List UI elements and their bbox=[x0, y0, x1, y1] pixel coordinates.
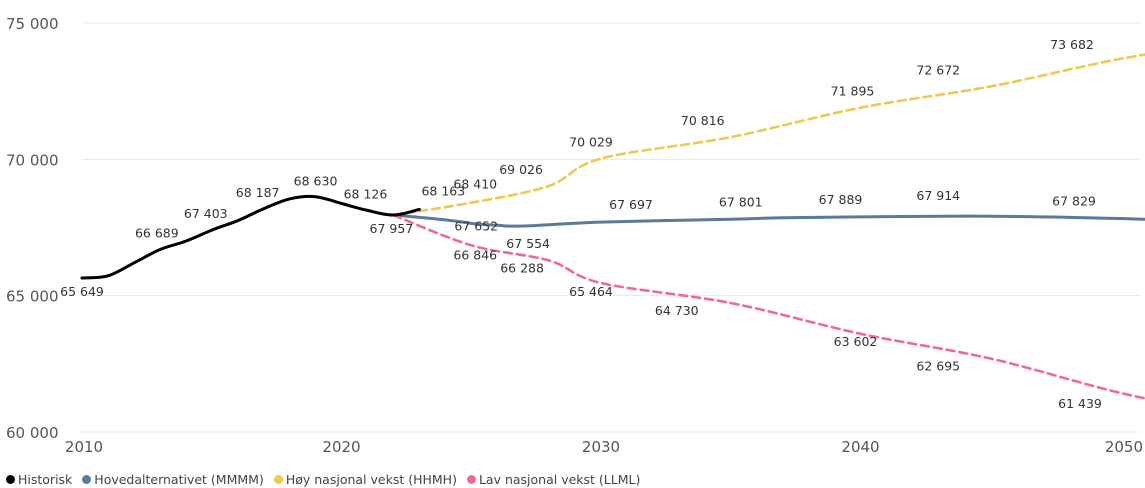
data-label: 62 695 bbox=[916, 359, 960, 374]
data-label: 67 697 bbox=[609, 197, 653, 212]
data-label: 69 026 bbox=[499, 162, 543, 177]
data-label: 67 652 bbox=[454, 218, 498, 233]
data-label: 67 829 bbox=[1052, 194, 1096, 209]
legend-marker bbox=[82, 474, 92, 484]
data-label: 67 801 bbox=[719, 194, 763, 209]
data-label: 68 163 bbox=[421, 183, 465, 198]
data-label: 64 730 bbox=[655, 303, 699, 318]
data-label: 66 846 bbox=[453, 247, 497, 262]
legend-marker bbox=[6, 474, 15, 484]
data-label: 73 682 bbox=[1050, 37, 1094, 52]
line-chart: 75 000 70 000 65 000 60 000 2010 2020 2030 204… bbox=[6, 15, 1145, 456]
legend-item-historisk: Historisk bbox=[6, 472, 72, 487]
legend-item-hovedalternativet-mmmm: Hovedalternativet (MMMM) bbox=[82, 472, 264, 487]
y-tick-label: 65 000 bbox=[6, 288, 59, 306]
y-axis-ticks: 75 000 70 000 65 000 60 000 bbox=[6, 15, 59, 442]
data-label: 68 126 bbox=[344, 186, 388, 201]
legend-item-lav-nasjonal-vekst-llml: Lav nasjonal vekst (LLML) bbox=[466, 471, 641, 487]
data-label: 72 672 bbox=[916, 62, 960, 77]
legend-label: Hovedalternativet (MMMM) bbox=[94, 471, 264, 487]
x-tick-label: 2050 bbox=[1105, 438, 1143, 456]
legend-item-h-y-nasjonal-vekst-hhmh: Høy nasjonal vekst (HHMH) bbox=[273, 471, 457, 487]
series-line-historisk bbox=[80, 194, 421, 280]
data-label: 67 403 bbox=[184, 206, 228, 221]
data-label: 66 689 bbox=[135, 226, 179, 241]
x-tick-label: 2020 bbox=[322, 438, 360, 456]
series-line-h-y-nasjonal-vekst-hhmh bbox=[392, 53, 1145, 217]
data-label: 63 602 bbox=[834, 334, 878, 349]
x-tick-label: 2030 bbox=[582, 438, 620, 456]
x-tick-label: 2010 bbox=[65, 438, 103, 456]
data-label: 71 895 bbox=[831, 84, 875, 99]
legend-marker bbox=[273, 474, 283, 484]
data-label: 70 816 bbox=[681, 113, 725, 128]
data-label: 70 029 bbox=[569, 135, 613, 150]
x-axis-ticks: 2010 2020 2030 2040 2050 bbox=[65, 438, 1143, 456]
data-label: 66 288 bbox=[500, 261, 544, 276]
series-lines bbox=[80, 53, 1145, 400]
series-line-hovedalternativet-mmmm bbox=[391, 213, 1145, 228]
y-tick-label: 60 000 bbox=[6, 424, 59, 442]
data-label: 68 410 bbox=[453, 177, 497, 192]
data-label: 68 630 bbox=[294, 174, 338, 189]
legend: Historisk Hovedalternativet (MMMM) Høy nas… bbox=[6, 470, 640, 488]
legend-marker bbox=[466, 474, 476, 484]
data-label: 61 439 bbox=[1058, 396, 1102, 411]
legend-label: Lav nasjonal vekst (LLML) bbox=[478, 471, 641, 487]
legend-label: Historisk bbox=[18, 471, 73, 487]
x-tick-label: 2040 bbox=[841, 438, 879, 456]
data-label: 67 889 bbox=[819, 192, 863, 207]
data-label: 65 464 bbox=[569, 284, 613, 299]
y-tick-label: 70 000 bbox=[6, 151, 59, 169]
data-label: 67 554 bbox=[506, 236, 550, 251]
data-label: 67 957 bbox=[370, 221, 414, 236]
data-label: 65 649 bbox=[60, 284, 104, 299]
data-label: 67 914 bbox=[916, 188, 960, 203]
legend-label: Høy nasjonal vekst (HHMH) bbox=[285, 471, 457, 487]
data-labels: 65 649 66 689 67 403 68 187 68 630 68 126 67 9… bbox=[60, 37, 1102, 411]
grid-lines bbox=[82, 22, 1140, 433]
data-label: 68 187 bbox=[236, 185, 280, 200]
series-line-lav-nasjonal-vekst-llml bbox=[392, 213, 1145, 400]
y-tick-label: 75 000 bbox=[6, 15, 59, 33]
